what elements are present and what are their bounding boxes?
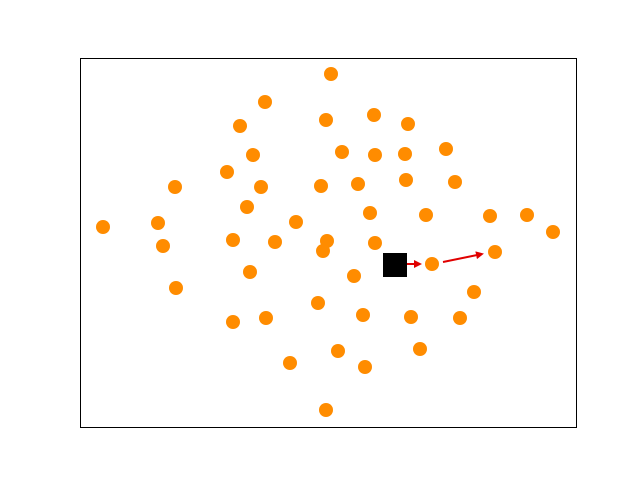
dot-0 bbox=[324, 67, 338, 81]
dot-39 bbox=[311, 296, 325, 310]
dot-33 bbox=[488, 245, 502, 259]
dot-46 bbox=[413, 342, 427, 356]
dot-25 bbox=[520, 208, 534, 222]
dot-4 bbox=[367, 108, 381, 122]
agent-square bbox=[383, 253, 407, 277]
dot-48 bbox=[358, 360, 372, 374]
dot-36 bbox=[425, 257, 439, 271]
dot-6 bbox=[246, 148, 260, 162]
dot-13 bbox=[254, 180, 268, 194]
dot-18 bbox=[96, 220, 110, 234]
dot-2 bbox=[233, 119, 247, 133]
arrows-layer bbox=[407, 251, 484, 268]
dot-42 bbox=[356, 308, 370, 322]
dot-34 bbox=[243, 265, 257, 279]
dot-45 bbox=[331, 344, 345, 358]
dots-layer bbox=[96, 67, 560, 417]
dot-38 bbox=[467, 285, 481, 299]
dot-12 bbox=[220, 165, 234, 179]
dot-29 bbox=[268, 235, 282, 249]
dot-35 bbox=[347, 269, 361, 283]
dot-43 bbox=[404, 310, 418, 324]
dot-17 bbox=[448, 175, 462, 189]
dot-27 bbox=[156, 239, 170, 253]
dot-47 bbox=[283, 356, 297, 370]
dot-15 bbox=[351, 177, 365, 191]
dot-19 bbox=[151, 216, 165, 230]
dot-37 bbox=[169, 281, 183, 295]
dot-41 bbox=[259, 311, 273, 325]
dot-20 bbox=[240, 200, 254, 214]
dot-7 bbox=[335, 145, 349, 159]
dot-26 bbox=[546, 225, 560, 239]
dot-5 bbox=[401, 117, 415, 131]
dot-21 bbox=[289, 215, 303, 229]
dot-22 bbox=[363, 206, 377, 220]
dot-49 bbox=[319, 403, 333, 417]
dot-28 bbox=[226, 233, 240, 247]
dot-10 bbox=[439, 142, 453, 156]
dot-14 bbox=[314, 179, 328, 193]
dot-44 bbox=[453, 311, 467, 325]
dot-11 bbox=[168, 180, 182, 194]
dot-31 bbox=[316, 244, 330, 258]
dot-24 bbox=[483, 209, 497, 223]
dot-9 bbox=[398, 147, 412, 161]
dot-16 bbox=[399, 173, 413, 187]
dot-40 bbox=[226, 315, 240, 329]
arrow-1 bbox=[442, 251, 484, 263]
dot-1 bbox=[258, 95, 272, 109]
dot-32 bbox=[368, 236, 382, 250]
dot-23 bbox=[419, 208, 433, 222]
dot-3 bbox=[319, 113, 333, 127]
dot-8 bbox=[368, 148, 382, 162]
